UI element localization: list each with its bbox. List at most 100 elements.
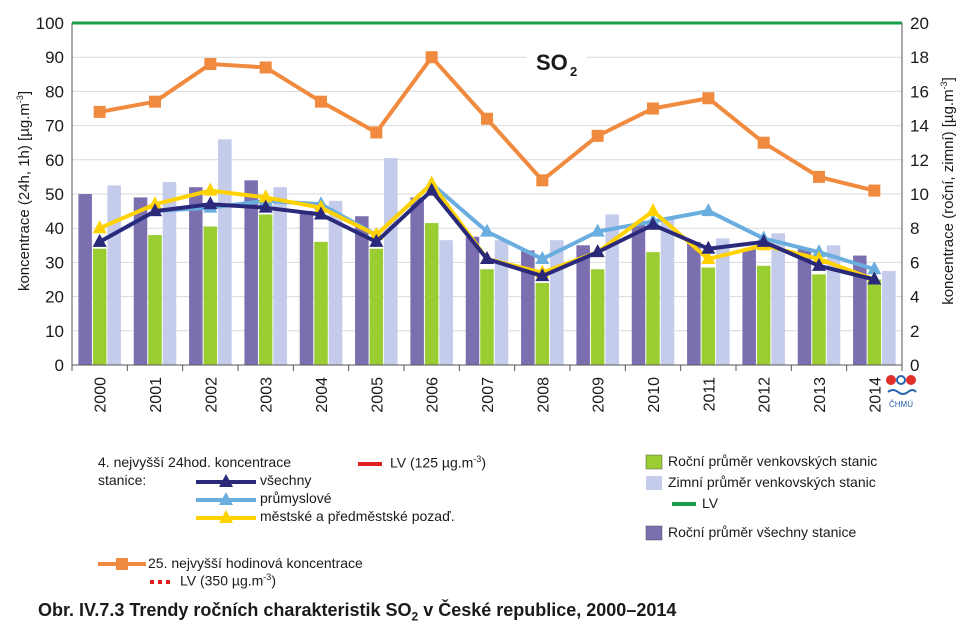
bar-Roční průměr venkovských stanic xyxy=(424,223,439,365)
figure-caption: Obr. IV.7.3 Trendy ročních charakteristi… xyxy=(38,600,676,624)
point-25. nejvyšší hodinová koncentrace xyxy=(481,112,493,125)
legend-annual-all-label: Roční průměr všechny stanice xyxy=(668,524,857,540)
lines xyxy=(92,51,882,285)
legend-rural-winter-swatch xyxy=(646,476,662,490)
bar-Roční průměr všechny stanice xyxy=(244,180,258,365)
y-left-tick-label: 0 xyxy=(55,356,64,375)
bar-Roční průměr venkovských stanic xyxy=(590,269,605,365)
y-right-tick-label: 4 xyxy=(910,288,919,307)
y-right-tick-label: 16 xyxy=(910,82,929,101)
caption-prefix: Obr. IV.7.3 Trendy ročních charakteristi… xyxy=(38,600,412,620)
y-left-tick-label: 70 xyxy=(45,117,64,136)
legend-marks xyxy=(98,454,696,584)
point-městské a předměstské pozaď. xyxy=(314,199,328,213)
point-městské a předměstské pozaď. xyxy=(424,175,439,189)
point-všechny xyxy=(148,203,162,217)
bar-Roční průměr venkovských stanic xyxy=(92,248,107,365)
bar-Roční průměr všechny stanice xyxy=(465,236,480,365)
bar-Roční průměr venkovských stanic xyxy=(480,269,494,365)
point-průmyslové xyxy=(480,223,494,237)
tick-labels: 0 10 20 30 40 50 60 70 80 90 100 0 2 4 6 8 10 12 14 16 18 20 2… xyxy=(36,14,929,413)
point-průmyslové xyxy=(867,261,882,275)
y-right-tick-label: 18 xyxy=(910,48,929,67)
point-25. nejvyšší hodinová koncentrace xyxy=(259,61,272,74)
point-25. nejvyšší hodinová koncentrace xyxy=(813,170,825,183)
bar-Roční průměr venkovských stanic xyxy=(756,265,771,365)
y-left-text: koncentrace (24h, 1h) [µg.m xyxy=(16,103,33,292)
point-městské a předměstské pozaď. xyxy=(92,220,107,234)
point-25. nejvyšší hodinová koncentrace xyxy=(536,174,549,187)
bar-Zimní průměr venkovských stanic xyxy=(605,214,619,365)
y-left-tick-label: 80 xyxy=(45,82,64,101)
y-right-tick-label: 10 xyxy=(910,185,929,204)
legend-rural-annual-label: Roční průměr venkovských stanic xyxy=(668,453,878,469)
lv125-end: ) xyxy=(481,454,486,471)
point-25. nejvyšší hodinová koncentrace xyxy=(757,136,770,149)
bar-Zimní průměr venkovských stanic xyxy=(218,139,232,365)
point-průmyslové xyxy=(701,203,716,217)
legend-lv125-label: LV (125 µg.m-3) xyxy=(390,454,486,471)
y-axis-right-label: koncentrace (roční, zimní) [µg.m-3] xyxy=(939,61,957,321)
point-všechny xyxy=(867,271,882,285)
legend-lv350-label: LV (350 µg.m-3) xyxy=(180,572,276,589)
bar-Roční průměr všechny stanice xyxy=(797,248,812,365)
lv125-text: LV (125 µg.m xyxy=(390,454,474,471)
point-městské a předměstské pozaď. xyxy=(701,250,716,264)
chmu-logo-icon xyxy=(886,375,917,395)
point-všechny xyxy=(812,257,826,271)
y-right-tick-label: 20 xyxy=(910,14,929,33)
point-všechny xyxy=(424,182,439,196)
bar-Roční průměr venkovských stanic xyxy=(203,226,218,365)
bar-Roční průměr všechny stanice xyxy=(576,245,590,365)
legend-urban-marker xyxy=(219,510,233,523)
y-left-tick-label: 60 xyxy=(45,151,64,170)
bar-Roční průměr venkovských stanic xyxy=(867,279,882,365)
x-tick-label: 2013 xyxy=(812,377,829,413)
bar-Zimní průměr venkovských stanic xyxy=(328,200,343,365)
lv350-sup: -3 xyxy=(263,572,272,582)
point-všechny xyxy=(258,199,273,213)
point-městské a předměstské pozaď. xyxy=(258,189,273,203)
x-tick-label: 2003 xyxy=(259,377,276,413)
y-left-tick-label: 50 xyxy=(45,185,64,204)
point-všechny xyxy=(480,250,494,264)
bar-Zimní průměr venkovských stanic xyxy=(716,238,730,365)
point-všechny xyxy=(369,233,384,247)
point-25. nejvyšší hodinová koncentrace xyxy=(647,102,659,115)
legend-urban-label: městské a předměstské pozaď. xyxy=(260,508,455,524)
y-left-end: ] xyxy=(16,90,33,96)
point-všechny xyxy=(535,268,550,282)
y-right-text: koncentrace (roční, zimní) [µg.m xyxy=(940,89,957,305)
x-tick-label: 2002 xyxy=(203,377,220,413)
lv350-text: LV (350 µg.m xyxy=(180,572,264,589)
legend-all-label: všechny xyxy=(260,472,312,488)
bar-Roční průměr venkovských stanic xyxy=(258,214,273,365)
x-tick-label: 2008 xyxy=(535,377,552,413)
bar-Roční průměr venkovských stanic xyxy=(148,235,162,365)
y-left-tick-label: 30 xyxy=(45,253,64,272)
x-tick-label: 2011 xyxy=(701,377,718,412)
bar-Roční průměr všechny stanice xyxy=(133,197,148,365)
y-left-tick-label: 10 xyxy=(45,322,64,341)
legend-industrial-label: průmyslové xyxy=(260,490,332,506)
y-right-tick-label: 6 xyxy=(910,253,919,272)
legend-rural-annual-swatch xyxy=(645,454,663,470)
bar-Roční průměr všechny stanice xyxy=(853,255,867,365)
point-25. nejvyšší hodinová koncentrace xyxy=(591,129,604,142)
bar-Roční průměr všechny stanice xyxy=(742,248,756,365)
caption-suffix: v České republice, 2000–2014 xyxy=(418,600,677,620)
y-left-sup: -3 xyxy=(15,95,25,104)
point-všechny xyxy=(314,206,328,220)
point-25. nejvyšší hodinová koncentrace xyxy=(702,92,715,105)
legend-all-marker xyxy=(219,474,233,487)
x-tick-label: 2009 xyxy=(591,377,608,413)
y-right-tick-label: 2 xyxy=(910,322,919,341)
point-všechny xyxy=(701,240,716,254)
x-tick-label: 2014 xyxy=(867,377,884,413)
point-průmyslové xyxy=(812,244,826,258)
y-axis-left-label: koncentrace (24h, 1h) [µg.m-3] xyxy=(15,71,33,311)
x-tick-label: 2005 xyxy=(369,377,386,413)
chart-title: SO xyxy=(536,50,568,75)
point-25. nejvyšší hodinová koncentrace xyxy=(425,51,438,64)
